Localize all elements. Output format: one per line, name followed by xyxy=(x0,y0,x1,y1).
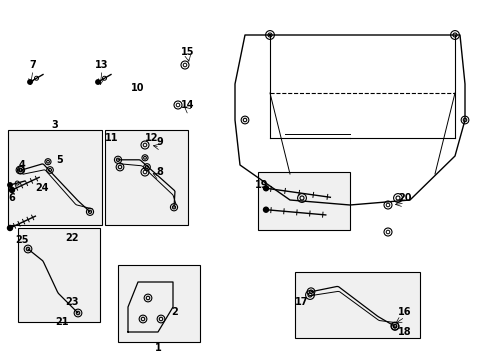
Circle shape xyxy=(28,80,32,84)
Text: 13: 13 xyxy=(95,60,108,70)
Bar xyxy=(105,130,187,225)
Text: 22: 22 xyxy=(65,233,79,243)
Text: 5: 5 xyxy=(57,155,63,165)
Text: 21: 21 xyxy=(55,317,69,327)
Text: 7: 7 xyxy=(30,60,36,70)
Circle shape xyxy=(263,207,268,212)
Text: 25: 25 xyxy=(15,235,29,245)
Text: 15: 15 xyxy=(181,47,194,57)
Text: 17: 17 xyxy=(295,297,308,307)
Text: 14: 14 xyxy=(181,100,194,110)
Text: 6: 6 xyxy=(9,193,15,203)
Text: 1: 1 xyxy=(154,343,161,353)
Bar xyxy=(258,172,349,230)
Circle shape xyxy=(263,186,268,191)
Bar xyxy=(8,130,102,225)
Text: 18: 18 xyxy=(397,327,411,337)
Text: 16: 16 xyxy=(397,307,411,317)
Text: 2: 2 xyxy=(171,307,178,317)
Bar xyxy=(18,228,100,322)
Text: 12: 12 xyxy=(145,133,159,143)
Text: 19: 19 xyxy=(255,180,268,190)
Text: 8: 8 xyxy=(156,167,163,177)
Circle shape xyxy=(8,183,12,187)
Text: 10: 10 xyxy=(131,83,144,93)
Text: 24: 24 xyxy=(35,183,49,193)
Circle shape xyxy=(9,188,15,193)
Text: 4: 4 xyxy=(19,160,25,170)
Circle shape xyxy=(7,225,13,230)
Text: 11: 11 xyxy=(105,133,119,143)
Circle shape xyxy=(96,80,100,84)
Text: 3: 3 xyxy=(52,120,58,130)
Bar xyxy=(294,272,419,338)
Text: 23: 23 xyxy=(65,297,79,307)
Text: 9: 9 xyxy=(156,137,163,147)
Bar xyxy=(118,265,200,342)
Text: 20: 20 xyxy=(397,193,411,203)
